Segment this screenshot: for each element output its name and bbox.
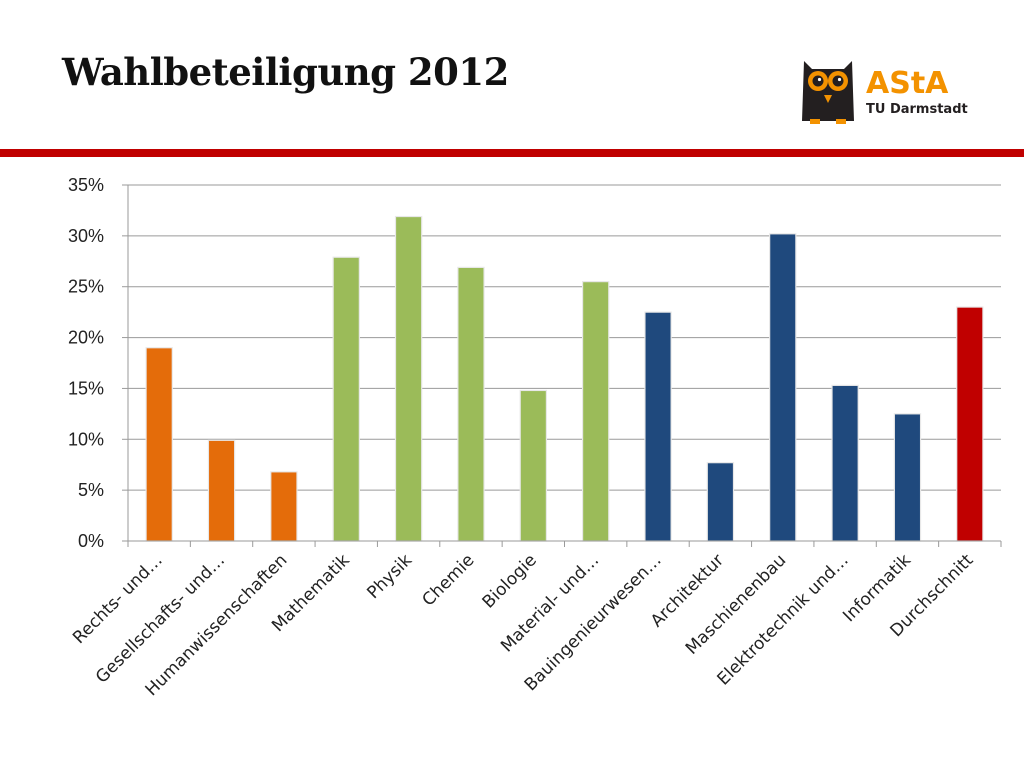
bar-3 <box>270 471 298 542</box>
bar-6 <box>457 266 485 542</box>
bar-2 <box>207 439 236 542</box>
logo-subtitle: TU Darmstadt <box>866 102 968 117</box>
x-category-label: Physik <box>363 550 416 603</box>
page-title: Wahlbeteiligung 2012 <box>62 50 509 94</box>
y-tick-label: 35% <box>68 175 104 195</box>
y-tick-label: 20% <box>68 328 104 348</box>
category-labels: Rechts- und…Gesellschafts- und…Humanwiss… <box>69 550 977 700</box>
bar-13 <box>893 413 922 542</box>
bar-5 <box>394 215 423 542</box>
owl-icon <box>802 61 854 124</box>
y-tick-label: 15% <box>68 378 104 398</box>
x-axis <box>127 540 1002 547</box>
bar-10 <box>706 462 735 542</box>
x-category-label: Chemie <box>418 550 478 610</box>
bar-12 <box>831 384 859 542</box>
gridlines <box>128 184 1001 491</box>
bar-chart: 0% 5% 10% 15% 20% 25% 30% 35% Rechts- und…Gesel… <box>68 175 1002 700</box>
y-tick-label: 25% <box>68 277 104 297</box>
title-divider <box>0 149 1024 157</box>
x-category-label: Biologie <box>479 550 541 612</box>
bar-4 <box>332 256 360 542</box>
y-tick-label: 30% <box>68 226 104 246</box>
bar-8 <box>581 281 610 542</box>
bars <box>145 215 984 542</box>
bar-9 <box>644 311 672 542</box>
y-tick-label: 0% <box>78 531 104 551</box>
y-tick-label: 10% <box>68 429 104 449</box>
asta-logo: AStA TU Darmstadt <box>802 61 968 124</box>
bar-1 <box>145 347 173 542</box>
bar-11 <box>769 233 797 542</box>
bar-14 <box>956 306 984 542</box>
bar-7 <box>519 389 548 542</box>
logo-wordmark: AStA <box>866 66 949 101</box>
y-axis: 0% 5% 10% 15% 20% 25% 30% 35% <box>68 175 129 551</box>
y-tick-label: 5% <box>78 480 104 500</box>
